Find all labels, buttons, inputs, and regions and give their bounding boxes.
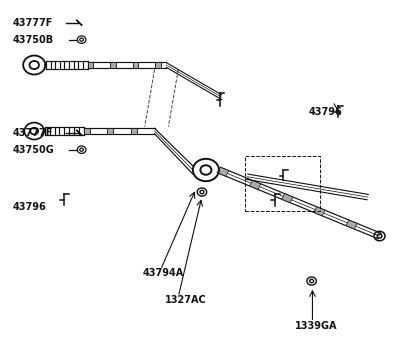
Text: 43794A: 43794A <box>143 268 184 278</box>
Text: 43777F: 43777F <box>13 128 53 138</box>
Text: 1327AC: 1327AC <box>164 295 206 305</box>
Polygon shape <box>84 128 90 134</box>
Polygon shape <box>346 220 357 229</box>
Polygon shape <box>133 62 139 68</box>
Polygon shape <box>88 62 93 68</box>
Polygon shape <box>314 207 325 216</box>
Polygon shape <box>110 62 116 68</box>
Text: 43796: 43796 <box>13 202 46 212</box>
Polygon shape <box>131 128 137 134</box>
Polygon shape <box>282 194 293 203</box>
Polygon shape <box>107 128 113 134</box>
Polygon shape <box>155 62 161 68</box>
Text: 43750G: 43750G <box>13 145 54 155</box>
Text: 1339GA: 1339GA <box>295 321 337 331</box>
Polygon shape <box>249 181 261 189</box>
Text: 43796: 43796 <box>308 107 342 117</box>
Text: 43777F: 43777F <box>13 18 53 28</box>
Text: 43750B: 43750B <box>13 35 53 45</box>
Polygon shape <box>217 167 229 176</box>
